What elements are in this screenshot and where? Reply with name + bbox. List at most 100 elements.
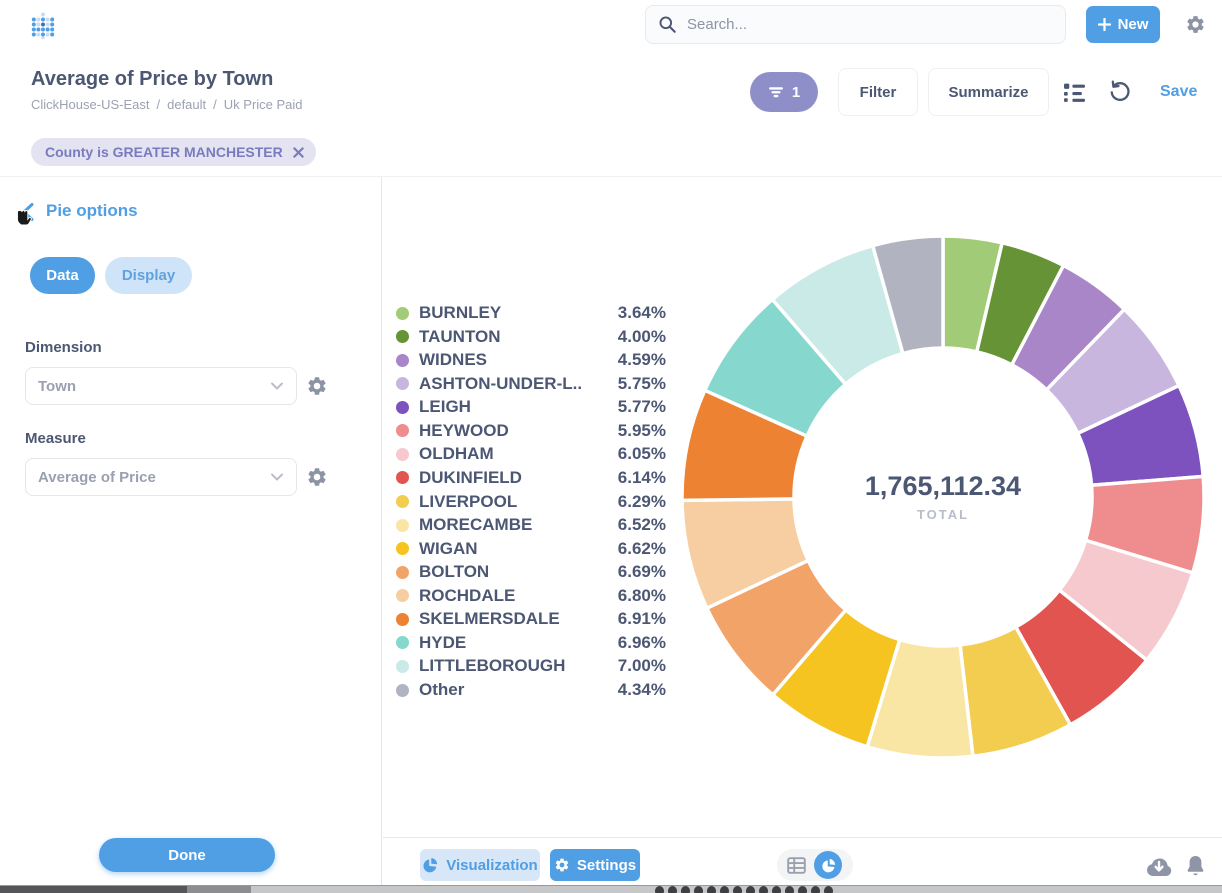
filter-button[interactable]: Filter xyxy=(838,68,918,116)
legend-color-dot xyxy=(396,353,409,367)
chevron-down-icon xyxy=(270,379,284,393)
measure-select[interactable]: Average of Price xyxy=(25,458,297,496)
legend-item[interactable]: BURNLEY 3.64% xyxy=(396,303,666,323)
new-button-label: New xyxy=(1117,16,1149,33)
filter-button-label: Filter xyxy=(859,83,897,101)
legend-color-dot xyxy=(396,636,409,650)
legend-percent: 6.80% xyxy=(617,585,666,605)
save-button[interactable]: Save xyxy=(1160,83,1198,100)
total-label: TOTAL xyxy=(916,507,970,522)
bottom-strip-dark-segment xyxy=(0,886,187,893)
pie-legend: BURNLEY 3.64% TAUNTON 4.00% WIDNES 4.59%… xyxy=(396,303,666,700)
legend-item[interactable]: WIDNES 4.59% xyxy=(396,350,666,370)
legend-percent: 6.91% xyxy=(617,609,666,629)
summarize-button-label: Summarize xyxy=(948,83,1029,101)
summarize-button[interactable]: Summarize xyxy=(928,68,1049,116)
tab-display-label: Display xyxy=(121,267,176,284)
legend-item[interactable]: WIGAN 6.62% xyxy=(396,539,666,559)
legend-item[interactable]: ASHTON-UNDER-L.. 5.75% xyxy=(396,374,666,394)
table-view-icon[interactable] xyxy=(787,857,806,874)
bottom-strip-mid-segment xyxy=(187,886,251,893)
close-icon[interactable] xyxy=(293,147,304,158)
dimension-settings-gear-icon[interactable] xyxy=(306,375,328,397)
done-button[interactable]: Done xyxy=(99,838,275,872)
tab-display[interactable]: Display xyxy=(105,257,192,294)
filter-chip[interactable]: County is GREATER MANCHESTER xyxy=(31,138,316,166)
legend-item[interactable]: LEIGH 5.77% xyxy=(396,397,666,417)
dimension-select[interactable]: Town xyxy=(25,367,297,405)
legend-item[interactable]: LITTLEBOROUGH 7.00% xyxy=(396,656,666,676)
settings-button-label: Settings xyxy=(576,856,637,874)
legend-label: DUKINFIELD xyxy=(419,467,522,487)
legend-item[interactable]: Other 4.34% xyxy=(396,680,666,700)
sidebar-title: Pie options xyxy=(46,201,138,220)
legend-item[interactable]: LIVERPOOL 6.29% xyxy=(396,492,666,512)
notebook-list-icon[interactable] xyxy=(1063,81,1086,104)
bottom-edge-strip xyxy=(0,885,1222,893)
dimension-label: Dimension xyxy=(25,339,102,356)
measure-value: Average of Price xyxy=(38,468,156,486)
donut-pie-chart[interactable] xyxy=(673,227,1213,767)
chart-view-toggle-active[interactable] xyxy=(814,851,842,879)
legend-color-dot xyxy=(396,683,409,697)
legend-label: OLDHAM xyxy=(419,444,494,464)
admin-gear-icon[interactable] xyxy=(1185,14,1206,35)
legend-percent: 6.14% xyxy=(617,467,666,487)
legend-percent: 5.75% xyxy=(617,373,666,393)
legend-color-dot xyxy=(396,400,409,414)
gear-icon xyxy=(554,857,570,873)
alerts-bell-icon[interactable] xyxy=(1185,854,1206,878)
legend-color-dot xyxy=(396,330,409,344)
legend-percent: 6.96% xyxy=(617,632,666,652)
done-button-label: Done xyxy=(168,846,206,864)
legend-color-dot xyxy=(396,612,409,626)
legend-item[interactable]: TAUNTON 4.00% xyxy=(396,327,666,347)
legend-item[interactable]: HYDE 6.96% xyxy=(396,633,666,653)
pie-slice[interactable] xyxy=(870,234,945,356)
legend-percent: 4.34% xyxy=(617,680,666,699)
legend-label: BOLTON xyxy=(419,562,490,582)
legend-label: Other xyxy=(419,680,465,699)
refresh-icon[interactable] xyxy=(1108,80,1131,103)
question-title: Average of Price by Town xyxy=(31,68,274,90)
legend-item[interactable]: MORECAMBE 6.52% xyxy=(396,515,666,535)
pie-chart-icon xyxy=(422,857,438,873)
measure-settings-gear-icon[interactable] xyxy=(306,466,328,488)
breadcrumb-database[interactable]: ClickHouse-US-East xyxy=(31,97,150,112)
filter-count-pill[interactable]: 1 xyxy=(750,72,818,112)
legend-item[interactable]: HEYWOOD 5.95% xyxy=(396,421,666,441)
legend-label: LIVERPOOL xyxy=(419,491,518,511)
dimension-value: Town xyxy=(38,377,77,395)
breadcrumb-separator: / xyxy=(156,97,161,112)
legend-color-dot xyxy=(396,424,409,438)
new-button[interactable]: New xyxy=(1086,6,1160,43)
pie-center-total: 1,765,112.34 TOTAL xyxy=(793,471,1093,522)
visualization-button-label: Visualization xyxy=(446,856,538,874)
legend-percent: 4.00% xyxy=(617,326,666,346)
download-icon[interactable] xyxy=(1146,856,1172,877)
legend-percent: 7.00% xyxy=(617,656,666,676)
metabase-logo[interactable] xyxy=(31,12,55,39)
visualization-button[interactable]: Visualization xyxy=(420,849,540,881)
legend-color-dot xyxy=(396,589,409,603)
legend-label: LITTLEBOROUGH xyxy=(419,656,566,676)
search-input[interactable]: Search... xyxy=(645,5,1066,44)
legend-item[interactable]: SKELMERSDALE 6.91% xyxy=(396,609,666,629)
legend-label: ASHTON-UNDER-L.. xyxy=(419,373,583,393)
legend-item[interactable]: BOLTON 6.69% xyxy=(396,562,666,582)
legend-color-dot xyxy=(396,377,409,391)
legend-color-dot xyxy=(396,659,409,673)
legend-label: MORECAMBE xyxy=(419,515,533,535)
legend-item[interactable]: DUKINFIELD 6.14% xyxy=(396,468,666,488)
legend-item[interactable]: OLDHAM 6.05% xyxy=(396,444,666,464)
legend-color-dot xyxy=(396,565,409,579)
breadcrumb-schema[interactable]: default xyxy=(167,97,207,112)
tab-data[interactable]: Data xyxy=(30,257,95,294)
funnel-icon xyxy=(768,84,784,100)
plus-icon xyxy=(1098,18,1111,31)
legend-item[interactable]: ROCHDALE 6.80% xyxy=(396,586,666,606)
breadcrumb-table[interactable]: Uk Price Paid xyxy=(223,97,303,112)
settings-button[interactable]: Settings xyxy=(550,849,640,881)
legend-color-dot xyxy=(396,447,409,461)
breadcrumb-separator: / xyxy=(213,97,217,112)
